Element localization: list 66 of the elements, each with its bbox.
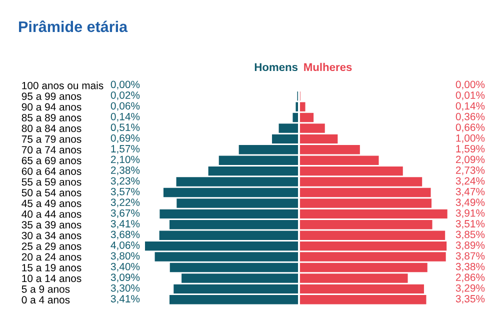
- data-label: 2,86%: [456, 274, 485, 282]
- data-label: 3,09%: [110, 274, 140, 282]
- data-label: 2,09%: [456, 156, 485, 164]
- data-label: 1,00%: [456, 134, 485, 143]
- data-label: 3,35%: [456, 295, 485, 304]
- data-label: 0,00%: [456, 80, 485, 90]
- data-label: 0,00%: [110, 80, 140, 90]
- data-label: 3,87%: [456, 252, 485, 261]
- y-tick-label: 85 a 89 anos: [22, 114, 82, 122]
- y-tick-label: 75 a 79 anos: [22, 135, 82, 143]
- data-label: 0,14%: [456, 102, 485, 111]
- y-tick-label: 90 a 94 anos: [22, 103, 82, 111]
- data-label: 3,47%: [456, 188, 485, 197]
- data-label: 3,68%: [110, 230, 140, 240]
- data-label: 3,80%: [110, 252, 140, 261]
- data-label: 2,10%: [110, 156, 140, 164]
- data-label: 3,49%: [456, 198, 485, 208]
- data-label: 0,36%: [456, 112, 485, 122]
- data-label: 0,02%: [110, 91, 140, 100]
- data-label: 3,57%: [110, 188, 140, 197]
- data-label: 4,06%: [110, 241, 140, 250]
- data-label: 3,91%: [456, 209, 485, 218]
- y-tick-label: 100 anos ou mais: [22, 82, 104, 90]
- data-label: 3,22%: [110, 198, 140, 208]
- data-label: 3,29%: [456, 284, 485, 293]
- y-tick-label: 40 a 44 anos: [22, 210, 82, 218]
- data-label: 3,40%: [110, 262, 140, 272]
- data-label: 0,66%: [456, 124, 485, 132]
- data-label: 0,69%: [110, 134, 140, 143]
- data-label: 0,06%: [110, 102, 140, 111]
- data-label: 3,89%: [456, 241, 485, 250]
- y-tick-label: 30 a 34 anos: [22, 232, 82, 240]
- data-label: 3,41%: [110, 295, 140, 304]
- y-tick-label: 10 a 14 anos: [22, 274, 82, 282]
- y-tick-label: 95 a 99 anos: [22, 92, 82, 100]
- data-label: 2,73%: [456, 166, 485, 176]
- data-label: 3,38%: [456, 262, 485, 272]
- data-label: 3,23%: [110, 177, 140, 186]
- y-tick-label: 60 a 64 anos: [22, 168, 82, 175]
- data-label: 1,57%: [111, 145, 140, 154]
- data-label: 3,85%: [456, 230, 485, 240]
- y-tick-label: 80 a 84 anos: [22, 124, 82, 132]
- y-tick-label: 20 a 24 anos: [22, 253, 82, 261]
- y-tick-label: 15 a 19 anos: [22, 264, 82, 272]
- data-label: 3,51%: [456, 220, 485, 229]
- y-tick-label: 5 a 9 anos: [22, 285, 70, 293]
- data-label: 3,41%: [110, 220, 140, 229]
- chart-title: Pirâmide etária: [19, 20, 128, 32]
- y-tick-label: 70 a 74 anos: [22, 146, 82, 154]
- data-label: 0,01%: [456, 91, 485, 100]
- data-label: 3,24%: [456, 177, 485, 186]
- y-tick-label: 50 a 54 anos: [22, 189, 82, 196]
- y-tick-label: 45 a 49 anos: [22, 200, 82, 208]
- y-tick-label: 65 a 69 anos: [22, 156, 82, 164]
- y-tick-label: 35 a 39 anos: [22, 221, 82, 229]
- data-label: 1,59%: [456, 145, 485, 154]
- data-label: 3,30%: [110, 284, 140, 293]
- series-label: Homens: [254, 63, 298, 72]
- series-label: Mulheres: [304, 62, 352, 72]
- y-tick-label: 0 a 4 anos: [22, 296, 70, 304]
- y-tick-label: 55 a 59 anos: [22, 178, 82, 186]
- data-label: 2,38%: [110, 166, 140, 176]
- y-tick-label: 25 a 29 anos: [22, 242, 82, 250]
- data-label: 3,67%: [110, 209, 140, 218]
- data-label: 0,51%: [110, 124, 140, 132]
- data-label: 0,14%: [110, 112, 140, 122]
